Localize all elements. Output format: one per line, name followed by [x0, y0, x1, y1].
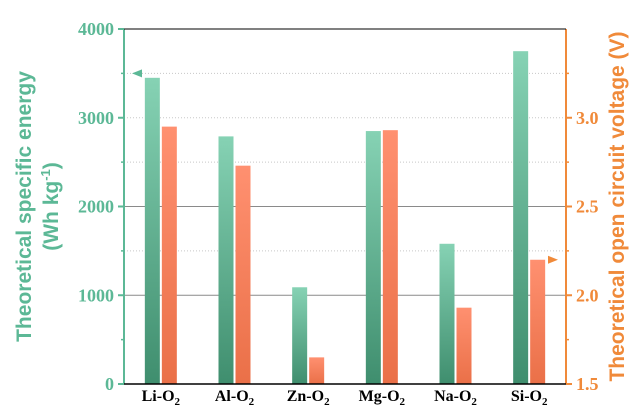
voltage-bar [161, 126, 177, 384]
right-tick-label: 1.5 [576, 374, 599, 394]
left-tick-label: 2000 [78, 197, 114, 217]
voltage-bar [235, 165, 251, 384]
voltage-bar [382, 130, 398, 384]
left-axis-title-unit: (Wh kg-1) [38, 162, 63, 251]
voltage-bar [309, 357, 325, 384]
specific-energy-bar [365, 131, 381, 384]
left-tick-label: 3000 [78, 108, 114, 128]
left-axis-title: Theoretical specific energy [13, 71, 36, 342]
category-label: Na-O2 [434, 388, 477, 406]
bars [144, 51, 546, 384]
category-label: Mg-O2 [359, 388, 406, 406]
specific-energy-bar [513, 51, 529, 384]
voltage-bar [530, 259, 546, 384]
left-tick-label: 1000 [78, 285, 114, 305]
specific-energy-bar [144, 77, 160, 384]
right-axis-arrowhead [548, 255, 558, 264]
right-tick-label: 2.0 [576, 285, 599, 305]
specific-energy-bar [292, 287, 308, 384]
right-axis-title: Theoretical open circuit voltage (V) [606, 31, 629, 381]
x-axis: Li-O2 Al-O2 Zn-O2 Mg-O2 Na-O2 Si-O2 [142, 388, 548, 406]
left-tick-label: 0 [105, 374, 114, 394]
category-label: Al-O2 [215, 388, 255, 406]
left-y-axis: 0 1000 2000 3000 4000 [78, 19, 124, 394]
specific-energy-bar [218, 136, 234, 384]
right-y-axis: 1.5 2.0 2.5 3.0 [566, 72, 599, 394]
axis-arrows [132, 69, 558, 264]
left-axis-arrowhead [132, 69, 142, 78]
category-label: Zn-O2 [287, 388, 330, 406]
axis-titles: Theoretical specific energy (Wh kg-1) Theo… [13, 31, 629, 381]
voltage-bar [456, 307, 472, 384]
right-tick-label: 3.0 [576, 108, 599, 128]
right-tick-label: 2.5 [576, 197, 599, 217]
category-label: Si-O2 [511, 388, 548, 406]
category-label: Li-O2 [142, 388, 181, 406]
left-tick-label: 4000 [78, 19, 114, 39]
gridlines [124, 72, 566, 296]
specific-energy-bar [439, 243, 455, 384]
